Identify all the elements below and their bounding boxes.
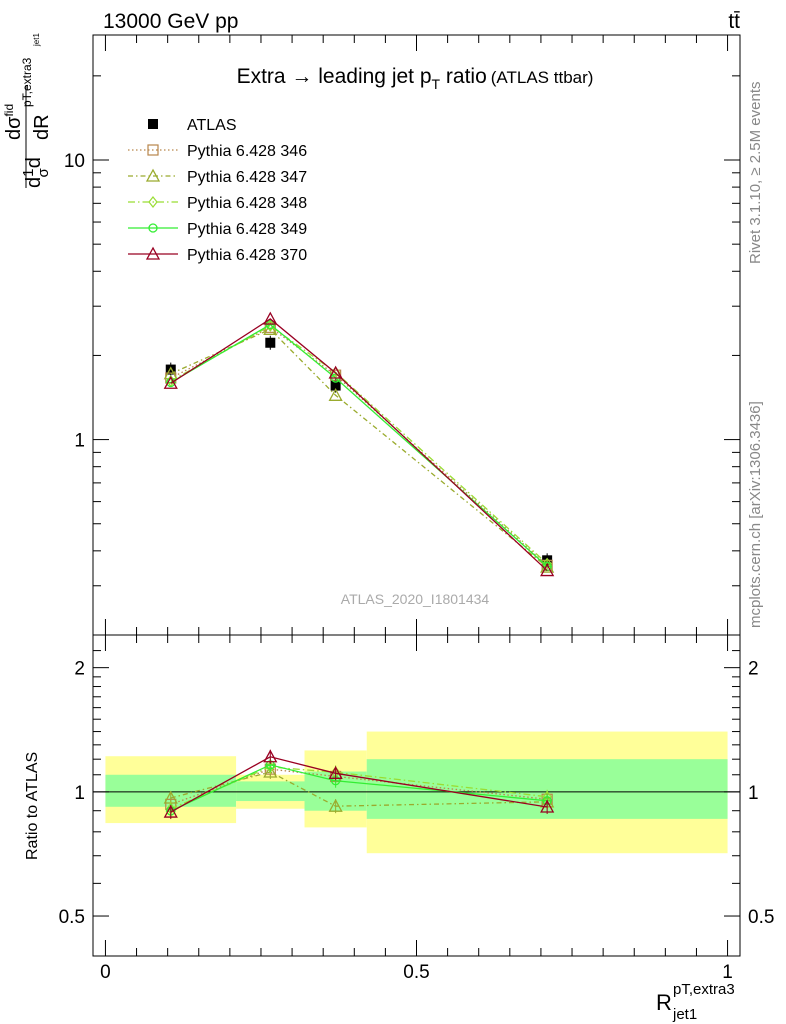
ratio-y-tick-label: 1: [74, 783, 85, 804]
series-point-4: [540, 563, 555, 577]
series-line-2: [170, 325, 548, 565]
legend-label-3: Pythia 6.428 349: [187, 221, 307, 238]
analysis-watermark: ATLAS_2020_I1801434: [341, 591, 490, 607]
rivet-label: Rivet 3.1.10, ≥ 2.5M events: [747, 82, 764, 265]
atlas-data-point: [165, 364, 176, 375]
ratio-y-tick-label: 2: [74, 659, 85, 680]
svg-text:R: R: [656, 990, 672, 1015]
svg-text:dσfid: dσfid: [2, 104, 25, 140]
series-line-3: [170, 323, 548, 567]
ratio-y-tick-label: 0.5: [59, 907, 85, 928]
ratio-point-4: [263, 749, 278, 763]
series-point-4: [328, 365, 343, 379]
plot-title: Extra → leading jet pT ratio (ATLAS ttbar…: [237, 65, 594, 92]
ratio-y-ticks: 0.5 0.5 1 1 2 2: [59, 634, 774, 957]
legend: ATLAS Pythia 6.428 346 Pythia 6.428 347 Pyt…: [128, 117, 307, 264]
ratio-point-1: [263, 764, 278, 778]
ratio-panel: 0.5 0.5 1 1 2 2 Ratio to ATLAS: [24, 634, 774, 957]
ratio-point-1: [328, 798, 343, 812]
main-panel: 1 10 Extra → leading jet pT ratio (ATLAS t…: [2, 33, 741, 636]
series-line-1: [170, 328, 548, 568]
svg-text:dR: dR: [31, 114, 53, 140]
x-tick-label: 0.5: [403, 962, 429, 983]
legend-label-atlas: ATLAS: [187, 117, 237, 134]
ratio-point-4: [540, 799, 555, 813]
ratio-y-tick-label-right: 0.5: [748, 907, 774, 928]
ratio-line-0: [170, 768, 548, 805]
x-axis-label: R pT,extra3 jet1: [656, 981, 735, 1023]
x-tick-label: 1: [722, 962, 733, 983]
svg-text:jet1: jet1: [672, 1006, 697, 1023]
main-y-tick-label: 1: [74, 431, 85, 452]
main-y-ticks: 1 10: [64, 75, 740, 636]
legend-marker-4: [145, 246, 161, 260]
svg-text:d1σd: d1σd: [20, 157, 52, 188]
x-axis-ticks: 0 0.5 1: [100, 35, 733, 983]
ratio-point-4: [328, 765, 343, 779]
legend-label-1: Pythia 6.428 347: [187, 169, 307, 186]
legend-label-4: Pythia 6.428 370: [187, 247, 307, 264]
mcplots-label: mcplots.cern.ch [arXiv:1306.3436]: [747, 401, 764, 628]
ratio-line-4: [170, 756, 548, 813]
svg-text:pT,extra3: pT,extra3: [20, 57, 34, 107]
ratio-y-tick-label-right: 1: [748, 783, 759, 804]
series-point-4: [163, 375, 178, 389]
legend-marker-0: [147, 144, 159, 156]
process-label: tt̄: [728, 10, 740, 33]
main-y-axis-label: d1σd dσfid pT,extra3 jet1 dR: [2, 33, 53, 188]
series-line-4: [170, 318, 548, 572]
ratio-plot-content: [93, 731, 740, 854]
legend-marker-atlas: [148, 119, 158, 129]
legend-marker-2: [148, 196, 158, 208]
svg-text:pT,extra3: pT,extra3: [673, 981, 735, 998]
ratio-y-axis-label: Ratio to ATLAS: [24, 752, 41, 860]
series-point-1: [328, 387, 343, 401]
atlas-data-point: [265, 337, 276, 348]
x-tick-label: 0: [100, 962, 111, 983]
legend-marker-1: [145, 168, 161, 182]
main-plot-content: [163, 311, 555, 577]
series-point-2: [542, 557, 552, 570]
legend-label-0: Pythia 6.428 346: [187, 143, 307, 160]
svg-text:jet1: jet1: [32, 33, 41, 47]
ratio-point-4: [163, 804, 178, 818]
ratio-y-tick-label-right: 2: [748, 659, 759, 680]
series-line-0: [170, 326, 548, 566]
main-y-tick-label: 10: [64, 151, 85, 172]
ratio-band-inner: [236, 781, 305, 802]
legend-label-2: Pythia 6.428 348: [187, 195, 307, 212]
atlas-data-point: [330, 380, 341, 391]
energy-label: 13000 GeV pp: [103, 10, 238, 33]
series-point-4: [263, 311, 278, 325]
